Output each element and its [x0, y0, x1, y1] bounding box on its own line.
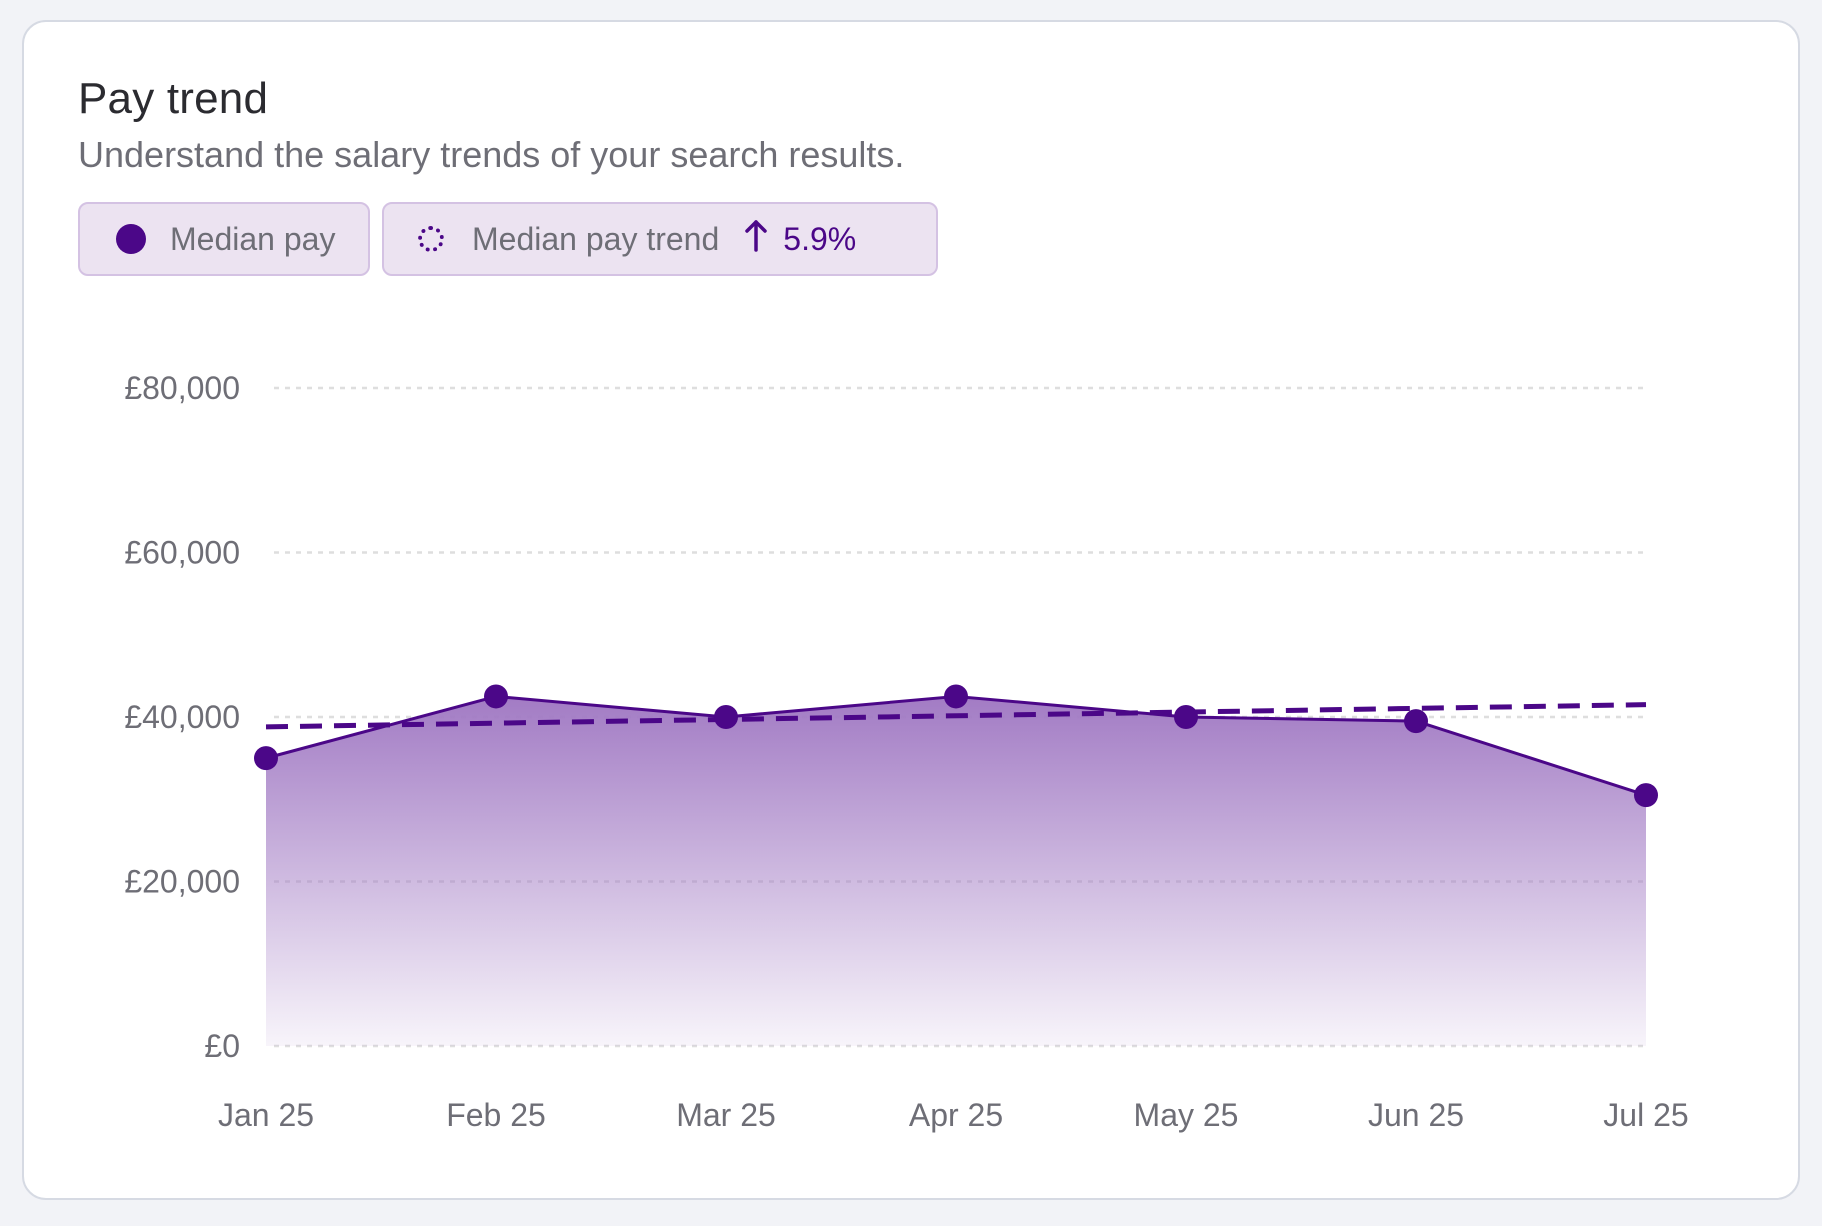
pay-trend-card: Pay trend Understand the salary trends o…	[22, 20, 1800, 1200]
y-tick-label: £80,000	[124, 370, 240, 406]
card-title: Pay trend	[78, 74, 269, 123]
trend-percentage: 5.9%	[783, 220, 857, 257]
median-pay-point[interactable]	[714, 705, 738, 729]
y-tick-label: £0	[204, 1028, 240, 1064]
legend-label-median-pay-trend: Median pay trend	[472, 220, 720, 257]
median-pay-area	[266, 696, 1646, 1046]
legend-chip-median-pay[interactable]: Median pay	[78, 202, 370, 276]
legend-chip-median-pay-trend[interactable]: Median pay trend 5.9%	[382, 202, 938, 276]
card-subtitle: Understand the salary trends of your sea…	[78, 134, 905, 175]
arrow-up-icon	[745, 218, 768, 261]
median-pay-point[interactable]	[484, 684, 508, 709]
legend-label-median-pay: Median pay	[170, 220, 336, 257]
x-tick-label: Jan 25	[218, 1097, 314, 1133]
x-tick-label: Jul 25	[1603, 1097, 1688, 1133]
y-tick-label: £20,000	[124, 864, 240, 900]
x-tick-label: Apr 25	[909, 1097, 1003, 1133]
median-pay-point[interactable]	[1404, 709, 1428, 734]
x-tick-label: Mar 25	[676, 1097, 776, 1133]
median-pay-point[interactable]	[944, 684, 968, 709]
y-tick-label: £40,000	[124, 699, 240, 735]
y-tick-label: £60,000	[124, 535, 240, 571]
solid-dot-icon	[116, 224, 146, 254]
median-pay-point[interactable]	[254, 746, 278, 771]
x-tick-label: Feb 25	[446, 1097, 546, 1133]
dashed-circle-icon	[418, 226, 444, 252]
pay-trend-chart: £0 £20,000 £40,000 £60,000 £80,000 Jan 25 Feb…	[124, 370, 1688, 1133]
median-pay-trend-line	[265, 702, 1647, 730]
x-tick-label: May 25	[1134, 1097, 1239, 1133]
x-tick-label: Jun 25	[1368, 1097, 1464, 1133]
median-pay-point[interactable]	[1174, 705, 1198, 729]
median-pay-point[interactable]	[1634, 783, 1658, 808]
